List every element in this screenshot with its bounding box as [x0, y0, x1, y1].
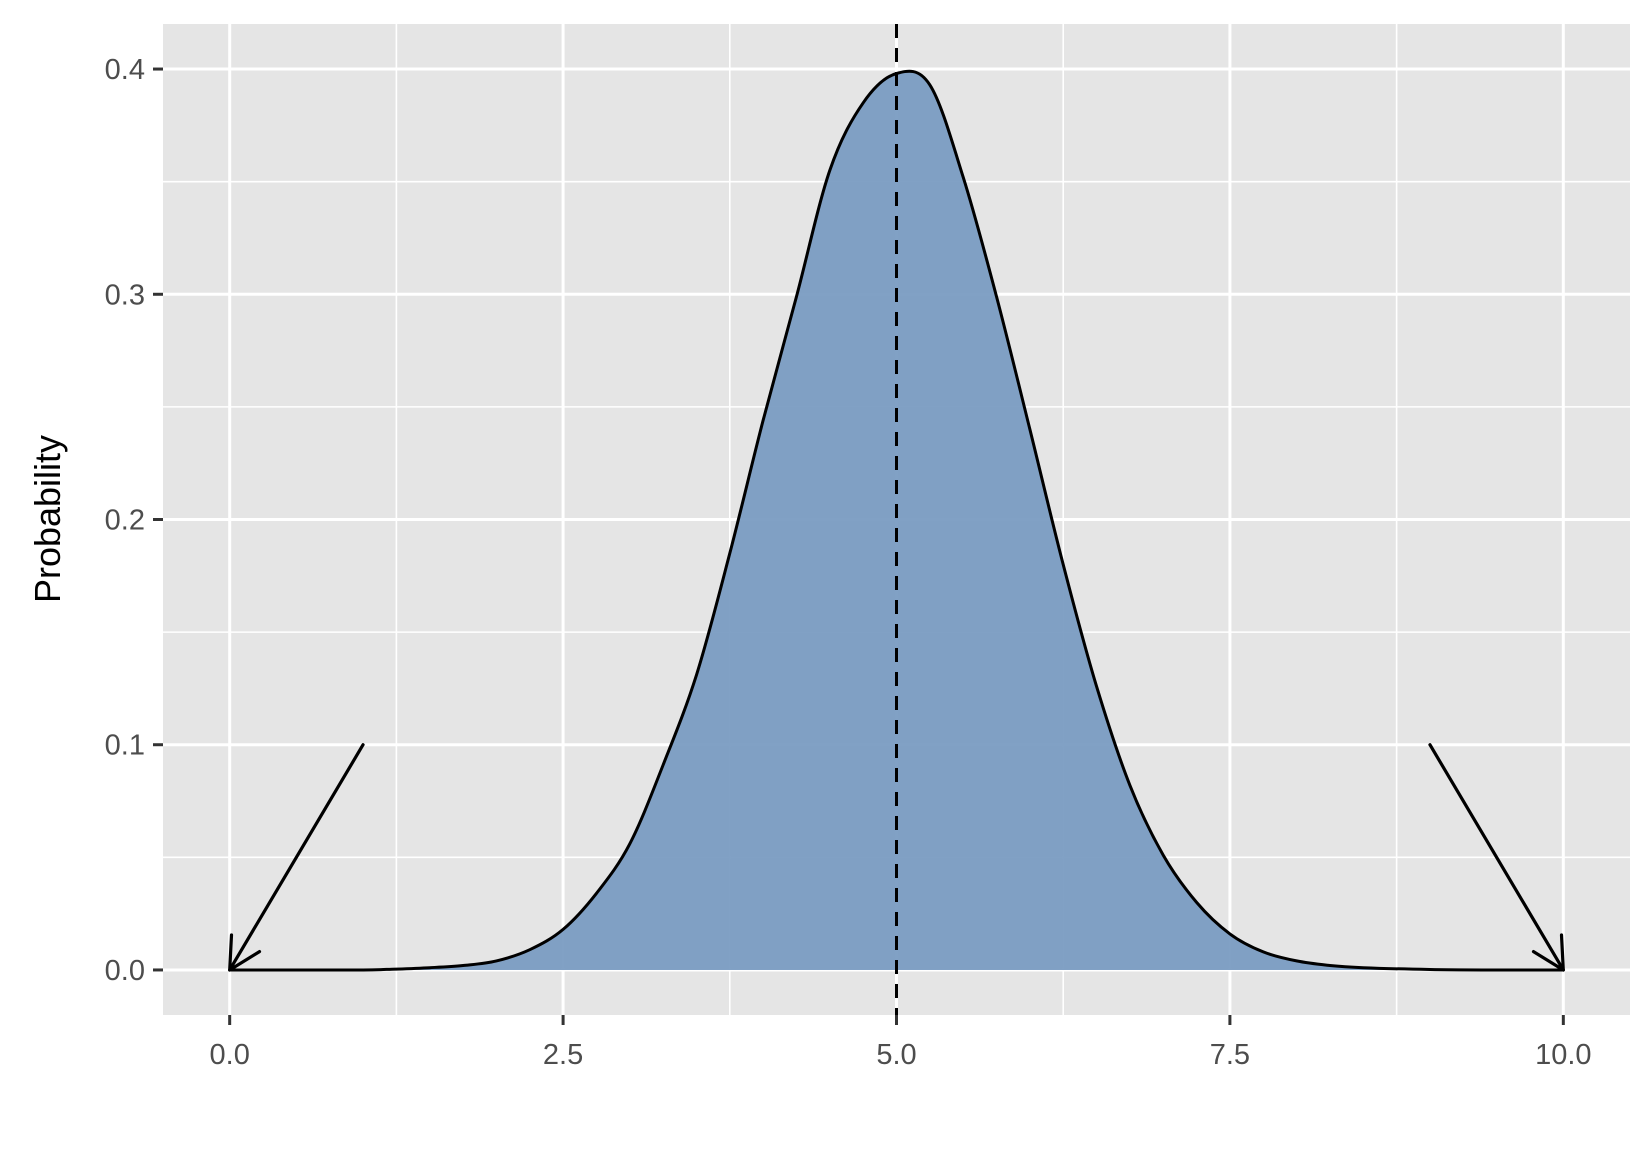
- annotation-arrow: [1428, 743, 1565, 972]
- x-tick-label: 0.0: [210, 1039, 250, 1071]
- density-curve: [229, 69, 1564, 972]
- y-axis-title: Probability: [27, 435, 68, 603]
- annotation-arrow: [228, 743, 365, 972]
- y-tick-label: 0.3: [105, 279, 145, 311]
- y-tick-label: 0.2: [105, 505, 145, 537]
- y-tick-label: 0.1: [105, 730, 145, 762]
- y-axis: 0.0 0.1 0.2 0.3 0.4: [105, 54, 163, 987]
- x-axis: 0.0 2.5 5.0 7.5 10.0: [210, 1015, 1592, 1071]
- annotation-arrows: [228, 743, 1565, 972]
- density-area: [229, 71, 1564, 971]
- y-tick-label: 0.0: [105, 955, 145, 987]
- x-tick-label: 2.5: [543, 1039, 583, 1071]
- y-tick-label: 0.4: [105, 54, 145, 86]
- x-tick-label: 5.0: [876, 1039, 916, 1071]
- x-tick-label: 7.5: [1210, 1039, 1250, 1071]
- x-tick-label: 10.0: [1535, 1039, 1591, 1071]
